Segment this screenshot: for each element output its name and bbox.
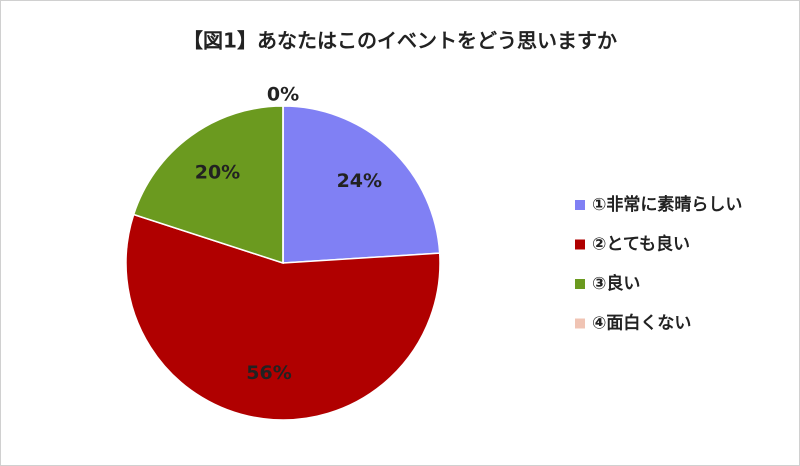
data-label: 20% (195, 161, 240, 183)
data-label: 24% (337, 170, 382, 192)
data-label: 56% (246, 362, 291, 384)
legend-label: ③良い (592, 273, 640, 294)
legend-swatch (575, 279, 585, 289)
data-label: 0% (267, 84, 299, 106)
legend-label: ①非常に素晴らしい (592, 194, 742, 215)
pie-slice (282, 105, 441, 264)
legend-swatch (575, 200, 585, 210)
pie-slice (132, 105, 284, 265)
legend-label: ④面白くない (592, 313, 691, 334)
legend-swatch (575, 239, 585, 250)
legend-swatch (575, 318, 585, 329)
legend-label: ②とても良い (592, 234, 690, 255)
chart-title: 【図1】あなたはこのイベントをどう思いますか (183, 29, 617, 53)
pie-slice (125, 213, 441, 421)
